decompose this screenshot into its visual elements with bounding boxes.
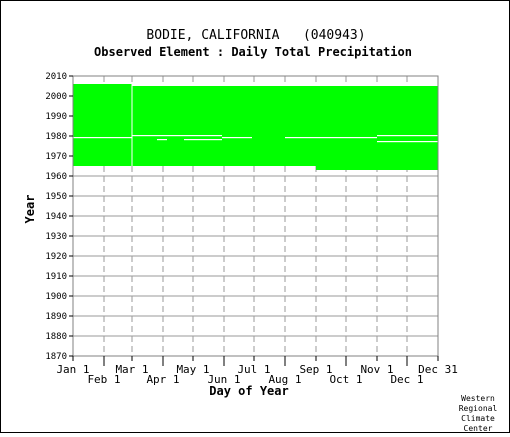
x-axis-label: Day of Year xyxy=(209,384,288,398)
y-tick-label: 1930 xyxy=(45,232,67,242)
y-tick-label: 1970 xyxy=(45,152,67,162)
data-coverage-block xyxy=(132,86,316,166)
x-tick-label: Mar 1 xyxy=(115,363,148,376)
y-tick-label: 1870 xyxy=(45,352,67,362)
x-tick-label: Apr 1 xyxy=(146,373,179,386)
data-coverage-block xyxy=(73,84,132,166)
y-tick-label: 2010 xyxy=(45,72,67,82)
data-coverage-block xyxy=(316,86,438,170)
y-tick-label: 1910 xyxy=(45,272,67,282)
x-tick-label: Aug 1 xyxy=(268,373,301,386)
y-tick-label: 1980 xyxy=(45,132,67,142)
y-tick-label: 1960 xyxy=(45,172,67,182)
credit-line-2: Regional xyxy=(459,404,498,413)
missing-data-row xyxy=(377,135,438,137)
x-tick-label: Jan 1 xyxy=(56,363,89,376)
y-tick-label: 1890 xyxy=(45,312,67,322)
x-tick-label: Jul 1 xyxy=(237,363,270,376)
x-tick-label: Oct 1 xyxy=(329,373,362,386)
missing-data-row xyxy=(157,139,167,141)
y-axis-label: Year xyxy=(23,195,37,224)
chart-title: BODIE, CALIFORNIA (040943) xyxy=(146,28,365,43)
x-tick-label: Dec 31 xyxy=(418,363,458,376)
x-tick-label: May 1 xyxy=(176,363,209,376)
missing-data-row xyxy=(392,141,438,143)
credit-line-3: Climate xyxy=(461,414,495,423)
y-tick-label: 1900 xyxy=(45,292,67,302)
y-tick-label: 2000 xyxy=(45,92,67,102)
missing-data-row xyxy=(184,135,222,137)
x-tick-label: Nov 1 xyxy=(360,363,393,376)
missing-data-row xyxy=(132,135,184,137)
chart-subtitle: Observed Element : Daily Total Precipita… xyxy=(94,45,412,59)
data-coverage xyxy=(73,84,438,170)
missing-data-row xyxy=(285,137,377,139)
wrcc-credit: Western Regional Climate Center xyxy=(459,394,498,433)
x-tick-label: Jun 1 xyxy=(207,373,240,386)
missing-data-column xyxy=(131,84,133,166)
missing-data-row xyxy=(184,139,222,141)
y-tick-label: 1880 xyxy=(45,332,67,342)
missing-data-row xyxy=(377,141,392,143)
y-tick-labels: 1870 1880 1890 1900 1910 1920 1930 1940 1950 1960… xyxy=(45,72,73,362)
credit-line-4: Center xyxy=(464,424,493,432)
y-tick-label: 1950 xyxy=(45,192,67,202)
y-tick-label: 1940 xyxy=(45,212,67,222)
x-tick-labels: Jan 1 Mar 1 May 1 Jul 1 Sep 1 Nov 1 Dec 31 Feb … xyxy=(56,356,458,386)
x-tick-label: Dec 1 xyxy=(390,373,423,386)
missing-data-row xyxy=(73,137,132,139)
x-tick-label: Sep 1 xyxy=(299,363,332,376)
y-tick-label: 1920 xyxy=(45,252,67,262)
x-tick-label: Feb 1 xyxy=(87,373,120,386)
credit-line-1: Western xyxy=(461,394,495,403)
y-tick-label: 1990 xyxy=(45,112,67,122)
missing-data-row xyxy=(222,137,252,139)
